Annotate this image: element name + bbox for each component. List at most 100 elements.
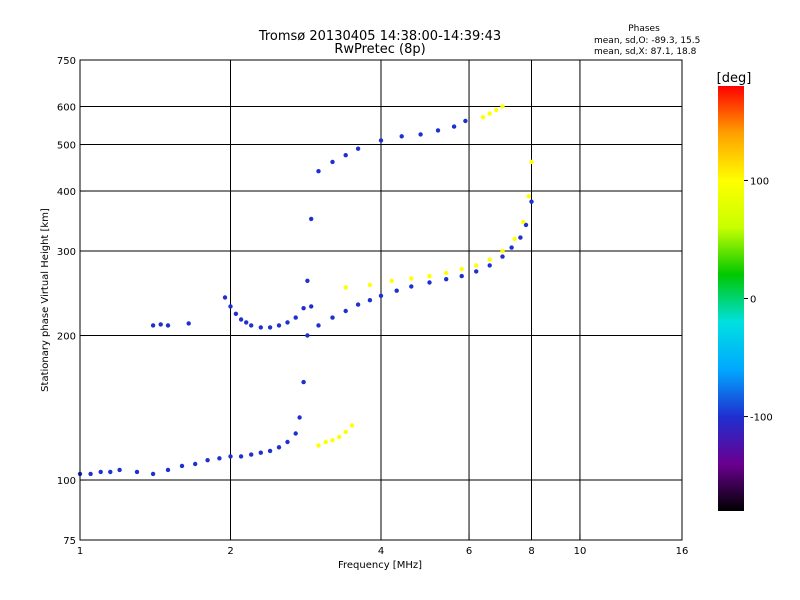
data-point xyxy=(217,456,222,461)
y-tick-label: 100 xyxy=(57,476,76,487)
data-point xyxy=(523,222,529,228)
y-tick-label: 300 xyxy=(57,247,76,258)
data-point xyxy=(529,159,534,165)
data-point xyxy=(150,323,156,328)
data-point xyxy=(487,257,492,262)
chart-title: Tromsø 20130405 14:38:00-14:39:43 xyxy=(258,29,501,44)
data-point xyxy=(518,235,523,240)
data-point xyxy=(316,169,321,174)
data-point xyxy=(343,153,348,158)
data-point xyxy=(509,245,514,250)
data-point xyxy=(399,134,404,139)
data-point xyxy=(249,323,254,328)
data-point xyxy=(228,454,233,459)
data-point xyxy=(293,431,298,436)
data-point xyxy=(343,308,348,314)
data-point xyxy=(500,248,505,254)
data-point xyxy=(487,263,492,268)
data-point xyxy=(238,317,244,322)
data-point xyxy=(409,276,414,281)
data-point xyxy=(427,273,432,279)
data-point xyxy=(297,415,302,420)
x-axis: 1 2 4 6 8 10 16 xyxy=(77,534,689,557)
data-point xyxy=(521,219,526,225)
series-high-band-trace xyxy=(316,118,468,174)
x-tick-label: 1 xyxy=(77,546,83,557)
data-point xyxy=(165,467,171,473)
data-point xyxy=(316,443,321,448)
data-point xyxy=(249,452,254,457)
data-point xyxy=(378,293,384,298)
data-point xyxy=(233,311,239,316)
data-point xyxy=(238,454,244,459)
data-point xyxy=(244,320,249,325)
data-point xyxy=(427,280,432,285)
data-marks xyxy=(77,104,534,477)
data-point xyxy=(330,159,335,165)
data-point xyxy=(305,278,310,283)
data-point xyxy=(301,379,306,385)
data-point xyxy=(179,463,185,469)
stats-title: Phases xyxy=(628,24,660,34)
y-tick-label: 500 xyxy=(57,141,76,152)
x-tick-label: 4 xyxy=(378,546,384,557)
data-point xyxy=(258,325,263,330)
chart-subtitle: RwPretec (8p) xyxy=(334,42,425,57)
data-point xyxy=(474,263,479,268)
data-point xyxy=(150,471,156,477)
data-point xyxy=(409,284,414,289)
data-point xyxy=(459,266,464,272)
data-point xyxy=(355,146,361,151)
colorbar-tick-label: 100 xyxy=(750,176,769,187)
data-point xyxy=(285,439,290,445)
x-tick-label: 16 xyxy=(676,546,689,557)
data-point xyxy=(480,115,486,120)
data-point xyxy=(389,278,394,283)
data-point xyxy=(500,104,505,109)
colorbar xyxy=(718,86,744,511)
data-point xyxy=(444,270,449,276)
data-point xyxy=(529,199,534,204)
data-point xyxy=(205,458,210,463)
data-point xyxy=(330,315,335,320)
data-point xyxy=(378,138,384,143)
data-point xyxy=(267,448,273,454)
data-point xyxy=(193,461,198,467)
colorbar-label: [deg] xyxy=(717,71,752,86)
data-point xyxy=(444,277,449,282)
data-point xyxy=(285,320,290,325)
data-point xyxy=(526,194,531,199)
y-tick-label: 75 xyxy=(63,536,76,547)
data-point xyxy=(463,118,468,124)
data-point xyxy=(222,295,228,300)
stats-line-x: mean, sd,X: 87.1, 18.8 xyxy=(594,47,697,57)
grid xyxy=(80,60,682,540)
data-point xyxy=(451,124,457,129)
data-point xyxy=(500,254,505,259)
data-point xyxy=(355,302,361,307)
data-point xyxy=(108,469,113,475)
x-tick-label: 2 xyxy=(227,546,233,557)
y-tick-label: 600 xyxy=(57,103,76,114)
data-point xyxy=(293,315,298,320)
y-tick-label: 400 xyxy=(57,187,76,198)
data-point xyxy=(186,321,191,326)
data-point xyxy=(158,322,163,327)
data-point xyxy=(88,471,93,477)
data-point xyxy=(276,445,282,450)
data-point xyxy=(316,323,321,328)
data-point xyxy=(276,323,282,328)
y-tick-label: 200 xyxy=(57,332,76,343)
x-axis-label: Frequency [MHz] xyxy=(338,560,422,571)
colorbar-ticks: 100 0 -100 xyxy=(744,176,773,424)
data-point xyxy=(117,467,122,473)
data-point xyxy=(309,304,314,309)
data-point xyxy=(98,469,103,475)
data-point xyxy=(165,323,171,328)
series-x-mode-trace xyxy=(343,159,534,290)
data-point xyxy=(330,438,335,443)
data-point xyxy=(487,111,492,116)
data-point xyxy=(418,132,423,137)
data-point xyxy=(367,298,373,303)
